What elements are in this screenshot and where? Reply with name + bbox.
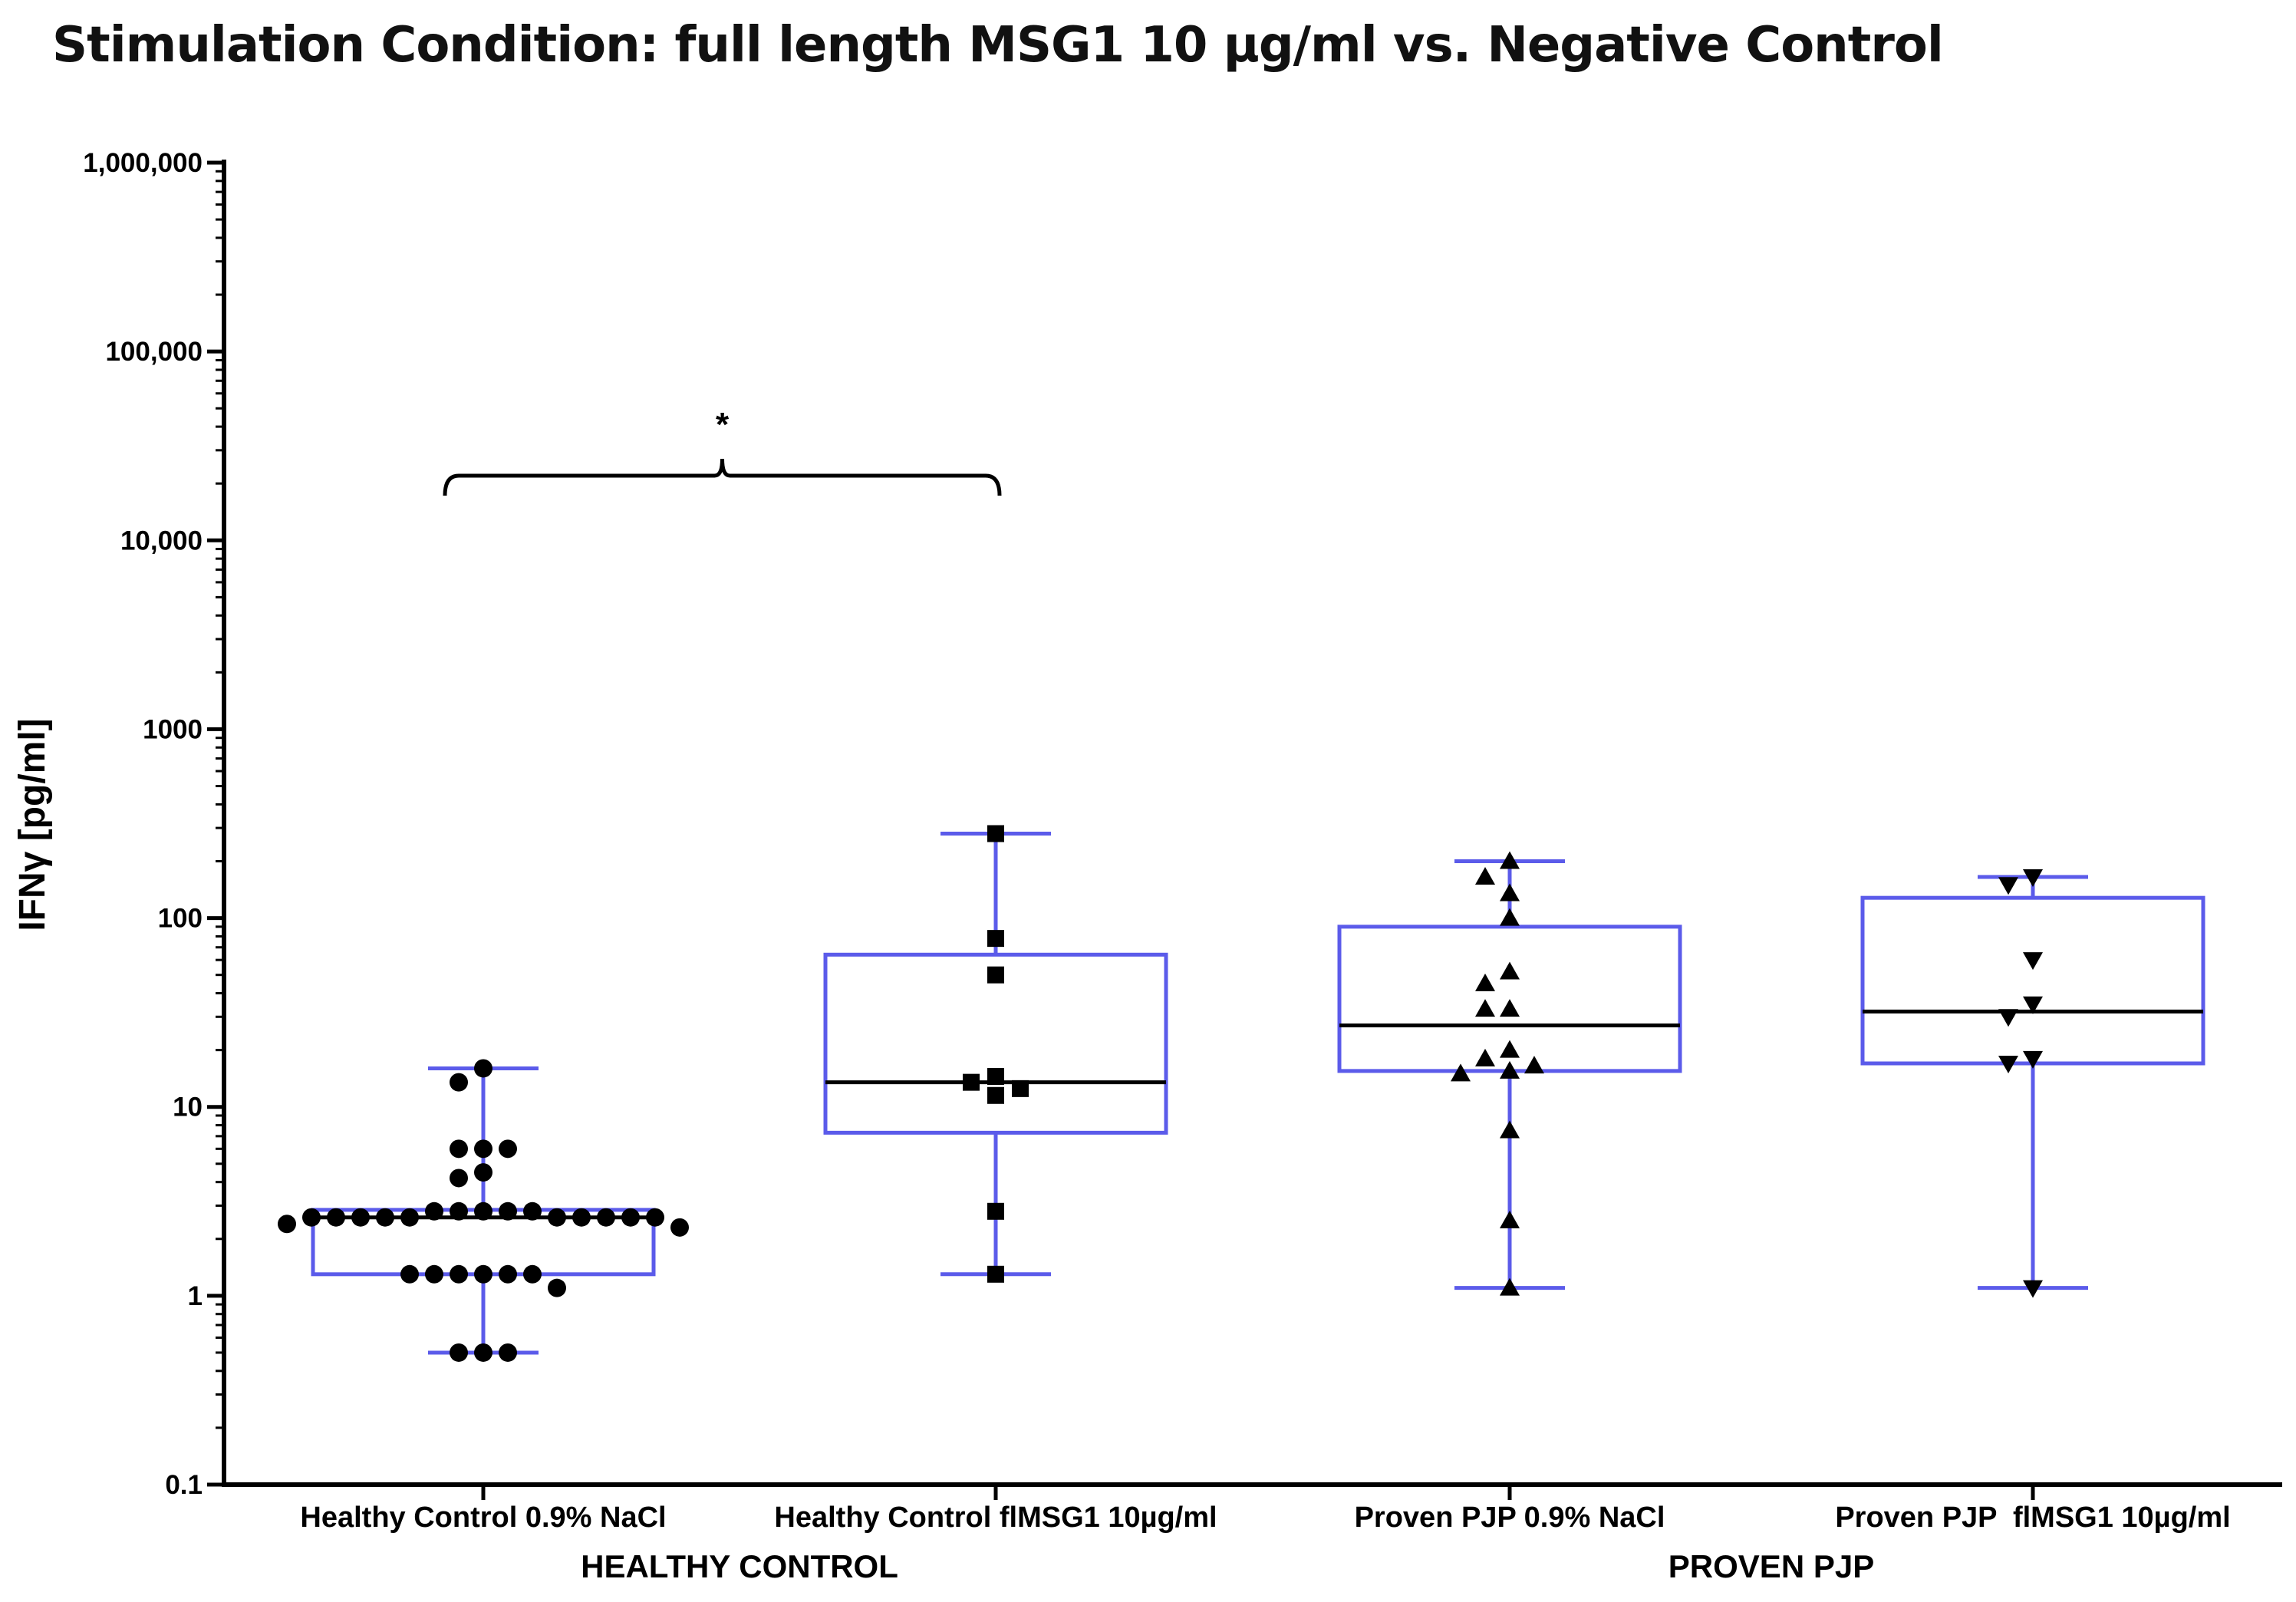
data-point bbox=[450, 1264, 468, 1284]
data-point bbox=[1998, 877, 2018, 895]
points-series-1 bbox=[278, 1059, 689, 1362]
data-point bbox=[474, 1059, 492, 1078]
data-point bbox=[499, 1139, 517, 1159]
data-point bbox=[1500, 1040, 1520, 1058]
points-series-3 bbox=[1451, 851, 1544, 1296]
group-label: PROVEN PJP bbox=[1668, 1548, 1874, 1584]
data-point bbox=[621, 1208, 640, 1227]
data-point bbox=[597, 1208, 615, 1227]
data-point bbox=[499, 1343, 517, 1362]
data-point bbox=[400, 1264, 419, 1284]
data-point bbox=[1500, 999, 1520, 1017]
data-point bbox=[474, 1343, 492, 1362]
data-point bbox=[400, 1208, 419, 1227]
data-point bbox=[1475, 867, 1495, 885]
data-point bbox=[963, 1073, 980, 1091]
annotations: * bbox=[443, 406, 1002, 496]
data-point bbox=[987, 825, 1004, 842]
x-tick-label: Proven PJP 0.9% NaCl bbox=[1355, 1501, 1665, 1534]
points-series-2 bbox=[963, 825, 1029, 1283]
data-point bbox=[450, 1073, 468, 1092]
data-point bbox=[474, 1139, 492, 1159]
y-tick-label: 10 bbox=[173, 1093, 203, 1122]
data-point bbox=[499, 1264, 517, 1284]
data-point bbox=[1998, 1055, 2018, 1073]
y-tick-label: 1 bbox=[188, 1281, 203, 1311]
data-point bbox=[523, 1264, 542, 1284]
data-point bbox=[1475, 999, 1495, 1017]
data-point bbox=[2023, 869, 2043, 888]
x-tick-label: Healthy Control 0.9% NaCl bbox=[300, 1501, 666, 1534]
data-point bbox=[1475, 973, 1495, 991]
axes: IFNγ [pg/ml] bbox=[12, 160, 2282, 1500]
y-tick-label: 100,000 bbox=[105, 337, 203, 367]
boxes bbox=[311, 832, 2205, 1355]
data-point bbox=[987, 930, 1004, 948]
data-point bbox=[1500, 1277, 1520, 1296]
data-point bbox=[450, 1202, 468, 1221]
group-label: HEALTHY CONTROL bbox=[581, 1548, 898, 1584]
data-point bbox=[1500, 908, 1520, 926]
data-point bbox=[670, 1218, 689, 1237]
data-point bbox=[523, 1202, 542, 1221]
data-point bbox=[327, 1208, 345, 1227]
data-point bbox=[1998, 1009, 2018, 1027]
y-tick-label: 1000 bbox=[143, 714, 203, 744]
data-point bbox=[987, 1265, 1004, 1283]
data-point bbox=[1524, 1056, 1544, 1074]
data-point bbox=[450, 1169, 468, 1188]
data-point bbox=[1500, 851, 1520, 869]
data-point bbox=[548, 1278, 566, 1297]
y-tick-label: 10,000 bbox=[120, 526, 203, 555]
y-tick-label: 1,000,000 bbox=[83, 148, 203, 178]
data-point bbox=[1451, 1063, 1471, 1082]
data-point bbox=[351, 1208, 370, 1227]
data-point bbox=[1500, 1060, 1520, 1079]
data-point bbox=[474, 1163, 492, 1182]
x-tick-label: Proven PJP flMSG1 10µg/ml bbox=[1835, 1501, 2230, 1534]
data-point bbox=[474, 1264, 492, 1284]
y-tick-label: 0.1 bbox=[165, 1470, 203, 1500]
data-point bbox=[987, 1086, 1004, 1104]
data-point bbox=[1500, 1120, 1520, 1139]
y-axis-label: IFNγ [pg/ml] bbox=[12, 718, 53, 931]
data-point bbox=[499, 1202, 517, 1221]
data-point bbox=[1500, 961, 1520, 980]
data-point bbox=[1500, 1210, 1520, 1228]
data-point bbox=[646, 1208, 664, 1227]
data-point bbox=[425, 1202, 443, 1221]
significance-marker: * bbox=[716, 406, 730, 443]
x-tick-label: Healthy Control flMSG1 10µg/ml bbox=[774, 1501, 1217, 1534]
data-point bbox=[1475, 1048, 1495, 1066]
data-point bbox=[278, 1215, 296, 1234]
data-point bbox=[1012, 1080, 1029, 1097]
data-point bbox=[987, 1067, 1004, 1085]
data-point bbox=[474, 1202, 492, 1221]
data-point bbox=[450, 1139, 468, 1159]
category-labels: Healthy Control 0.9% NaCl Healthy Control… bbox=[300, 1501, 2230, 1584]
data-point bbox=[987, 966, 1004, 984]
data-point bbox=[987, 1202, 1004, 1220]
significance-bracket bbox=[443, 458, 1002, 496]
data-point bbox=[2023, 952, 2043, 971]
box-iqr bbox=[823, 952, 1168, 1135]
data-point bbox=[425, 1264, 443, 1284]
data-point bbox=[572, 1208, 591, 1227]
data-point bbox=[302, 1208, 321, 1227]
data-point bbox=[450, 1343, 468, 1362]
data-point bbox=[2023, 1050, 2043, 1069]
y-tick-label: 100 bbox=[158, 904, 203, 934]
data-point bbox=[2023, 996, 2043, 1014]
chart-title: Stimulation Condition: full length MSG1 … bbox=[52, 17, 1944, 74]
data-point bbox=[376, 1208, 394, 1227]
box-iqr bbox=[1860, 895, 2205, 1066]
data-points bbox=[278, 825, 2043, 1362]
y-axis-ticks: 0.1 1 10 100 1000 10,000 100,000 1,000,000 bbox=[83, 148, 224, 1500]
data-point bbox=[1500, 883, 1520, 902]
data-point bbox=[2023, 1280, 2043, 1298]
data-point bbox=[548, 1208, 566, 1227]
box-4 bbox=[1860, 875, 2205, 1290]
points-series-4 bbox=[1998, 869, 2043, 1298]
